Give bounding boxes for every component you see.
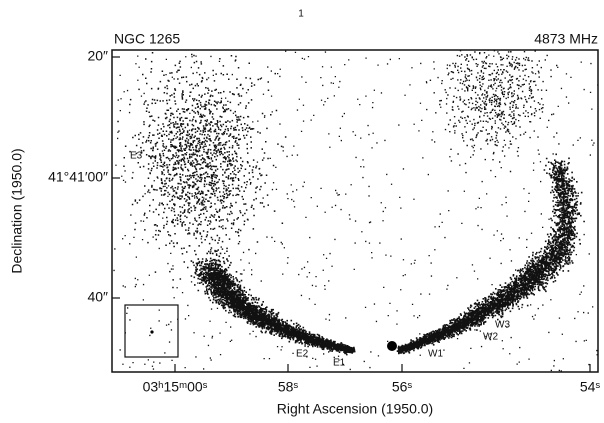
emission-dots	[113, 50, 598, 372]
component-label: E3	[130, 151, 143, 162]
source-name: NGC 1265	[114, 31, 180, 47]
component-label: W2	[483, 332, 498, 343]
core	[387, 341, 397, 351]
x-tick-label: 56ˢ	[392, 379, 413, 395]
page-number: 1	[298, 9, 304, 20]
component-label: W3	[495, 320, 510, 331]
beam	[150, 330, 154, 334]
plot-frame	[111, 49, 599, 373]
x-tick-label: 54ˢ	[580, 379, 601, 395]
y-tick-label: 41°41′00″	[48, 169, 108, 185]
y-tick-label: 40″	[87, 289, 108, 305]
x-tick-label: 58ˢ	[278, 379, 299, 395]
x-axis-label: Right Ascension (1950.0)	[277, 401, 433, 417]
x-tick-label: 03ʰ15ᵐ00ˢ	[143, 379, 208, 395]
beam-box	[124, 304, 179, 358]
y-axis-label: Declination (1950.0)	[9, 148, 25, 273]
component-label: E1	[333, 358, 346, 369]
y-tick-label: 20″	[87, 48, 108, 64]
frequency: 4873 MHz	[534, 31, 598, 47]
component-label: E2	[296, 349, 309, 360]
component-label: 4	[566, 257, 572, 268]
component-label: W1	[428, 349, 443, 360]
map	[113, 50, 598, 372]
ticks	[112, 56, 591, 372]
